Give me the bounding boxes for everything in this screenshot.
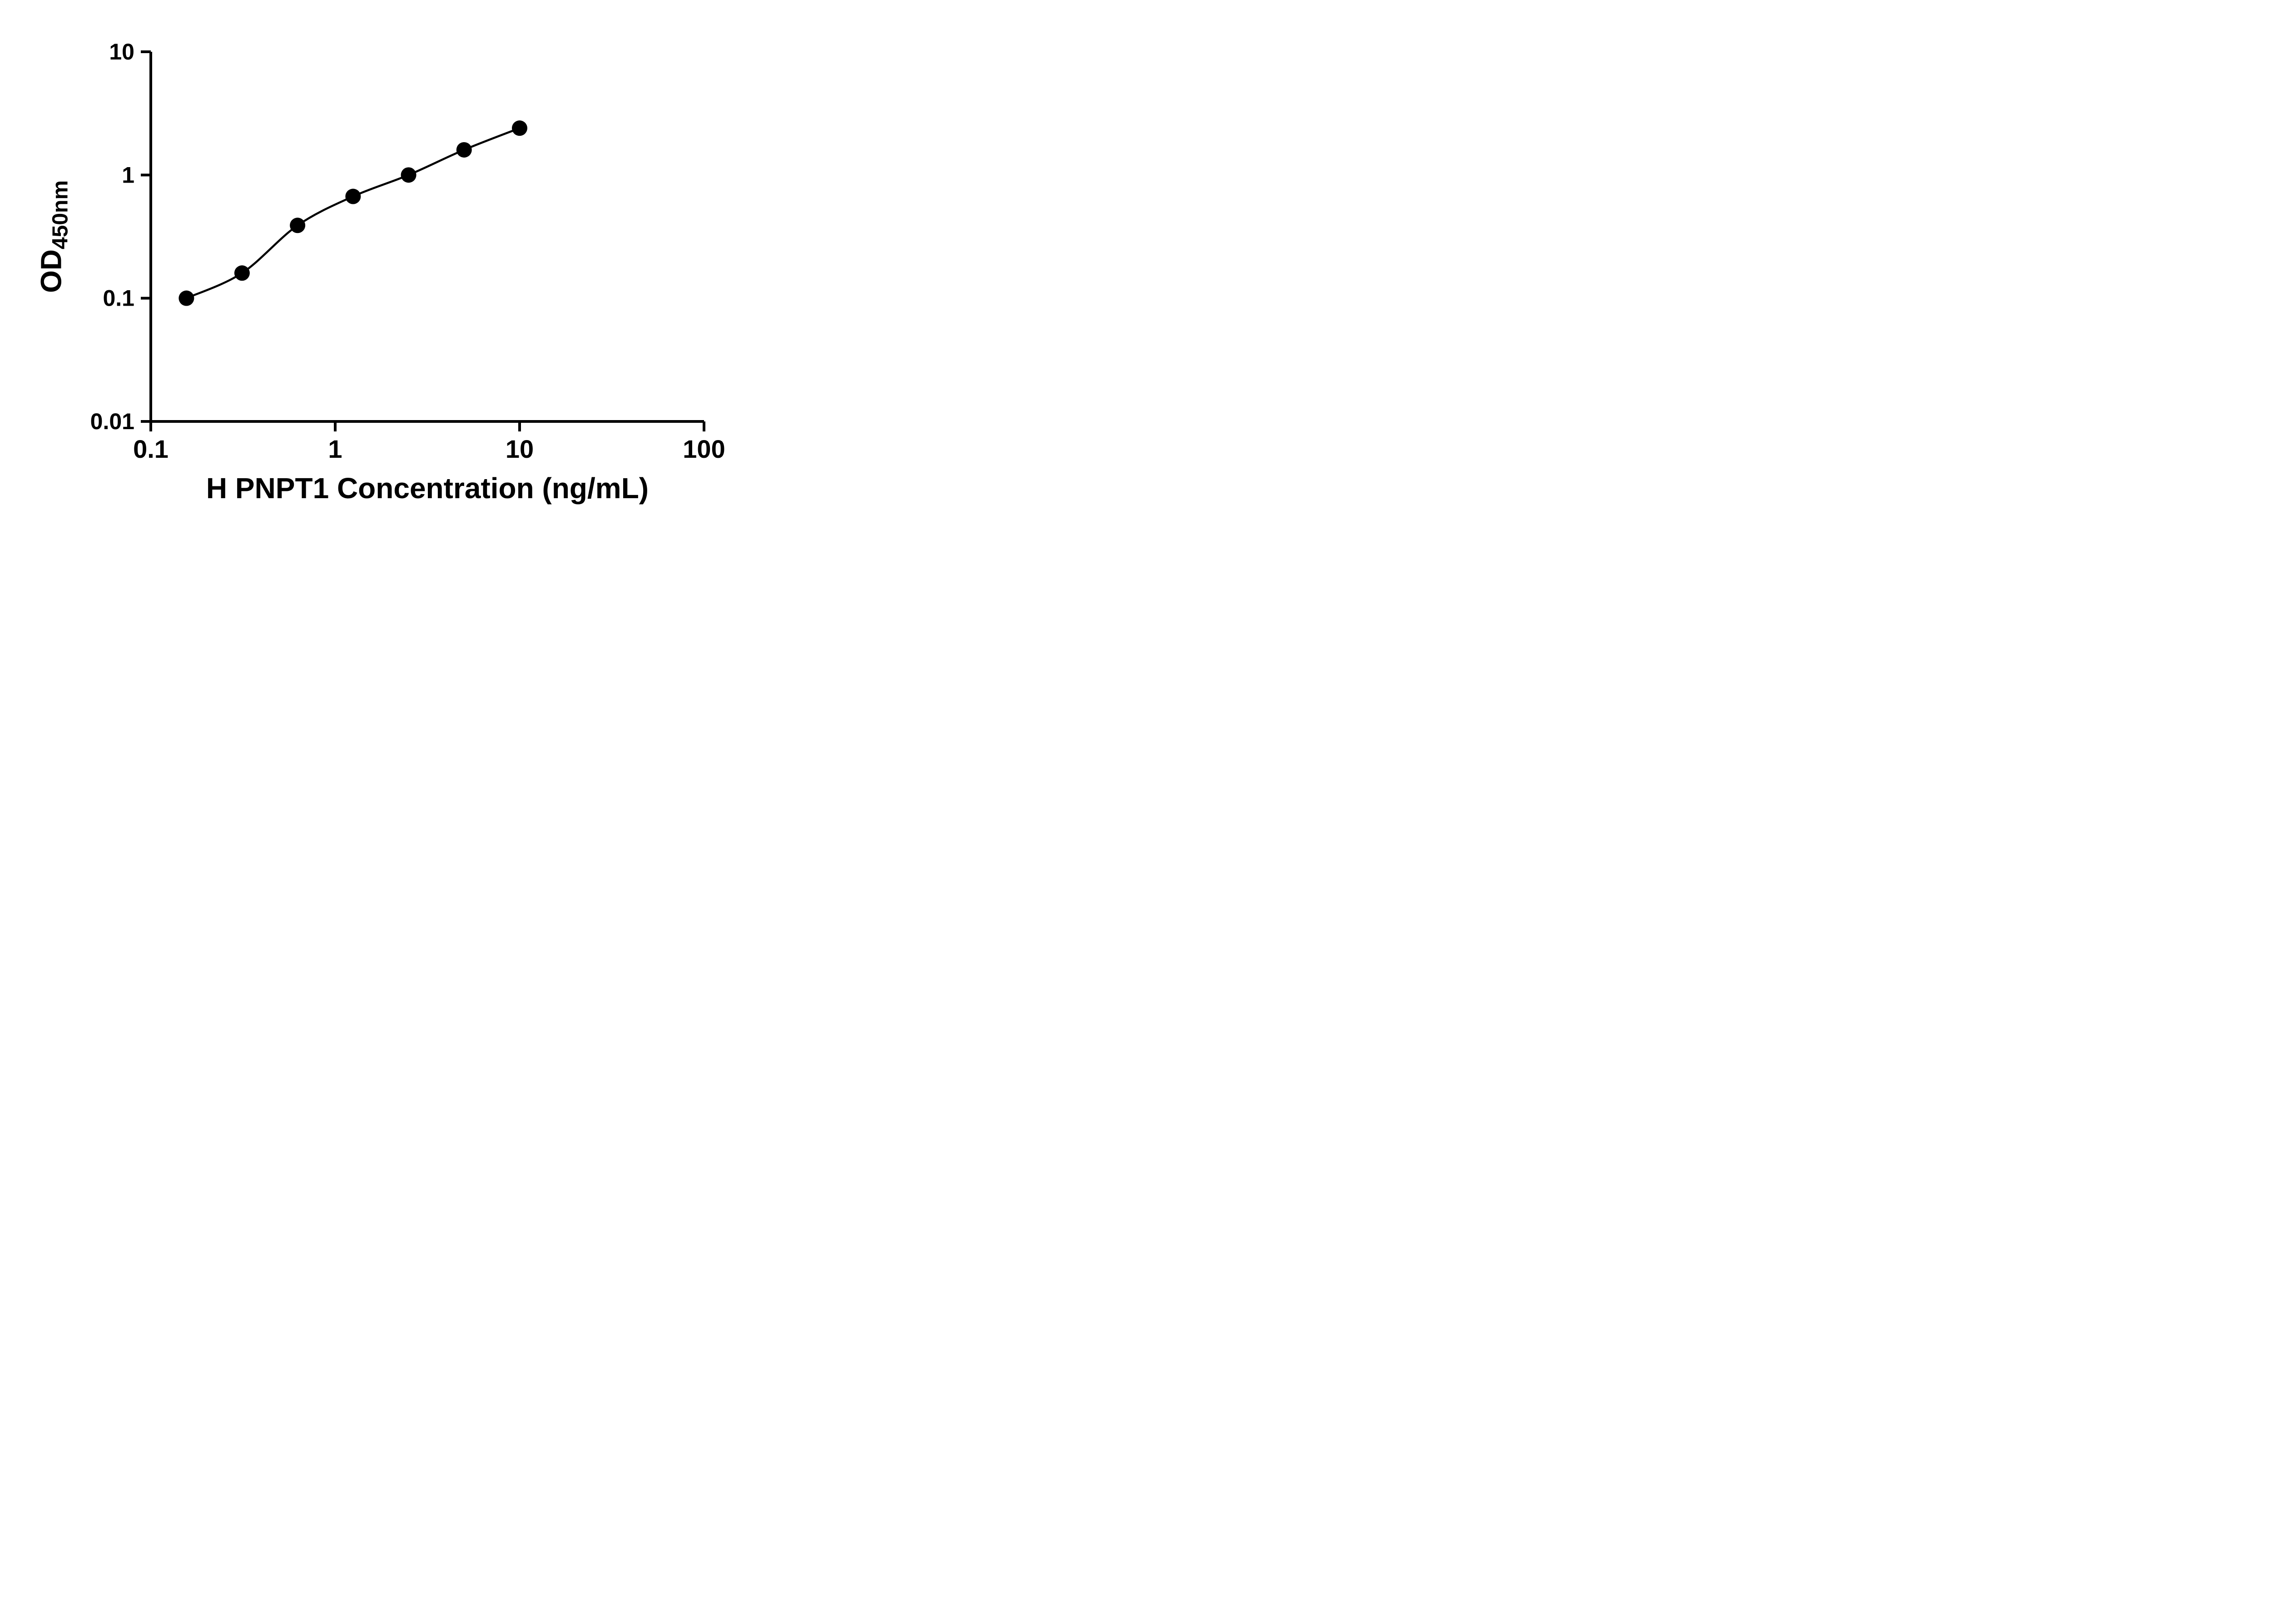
data-point xyxy=(512,120,527,136)
y-tick-label: 10 xyxy=(109,39,134,64)
x-axis-title: H PNPT1 Concentration (ng/mL) xyxy=(206,472,649,505)
x-tick-label: 10 xyxy=(506,435,534,463)
x-tick-label: 1 xyxy=(328,435,342,463)
y-axis-title-main: OD xyxy=(35,249,68,293)
data-point xyxy=(234,265,250,281)
data-point xyxy=(179,290,194,306)
data-point xyxy=(345,188,361,204)
x-tick-label: 0.1 xyxy=(133,435,169,463)
standard-curve-figure: 0.01 0.1 1 10 0.1 1 10 100 OD450nm H PNPT1 Conc… xyxy=(0,0,777,541)
chart-plot-area: 0.01 0.1 1 10 0.1 1 10 100 xyxy=(0,0,777,541)
data-point xyxy=(456,142,472,158)
y-axis-title: OD450nm xyxy=(35,180,73,293)
y-tick-label: 1 xyxy=(122,162,134,188)
y-axis-title-subscript: 450nm xyxy=(48,180,73,250)
data-point xyxy=(290,218,306,233)
y-tick-label: 0.1 xyxy=(103,286,134,311)
data-point xyxy=(401,167,417,183)
x-tick-label: 100 xyxy=(683,435,725,463)
y-tick-label: 0.01 xyxy=(90,409,134,434)
